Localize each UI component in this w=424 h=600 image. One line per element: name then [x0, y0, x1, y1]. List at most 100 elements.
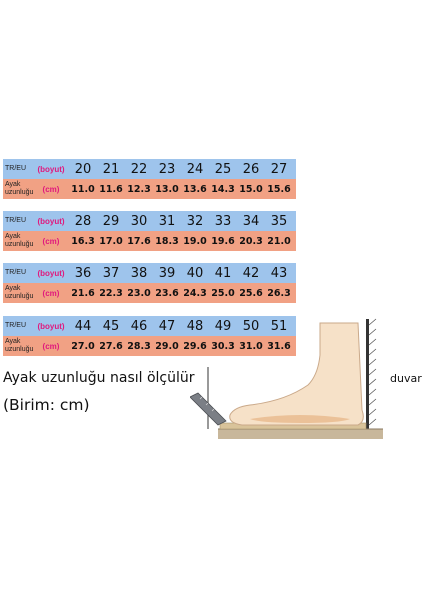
length-cell: 13.0: [155, 183, 179, 195]
length-cell: 19.6: [211, 235, 235, 247]
length-cell: 23.0: [127, 287, 151, 299]
size-cell: 46: [130, 318, 148, 334]
length-cell: 17.0: [99, 235, 123, 247]
size-label: TR/EU: [5, 217, 26, 224]
length-row: Ayak uzunluğu (cm) 11.0 11.6 12.3 13.0 1…: [3, 179, 296, 199]
length-cell: 30.3: [211, 340, 235, 352]
size-cell: 36: [74, 265, 92, 281]
size-cell: 35: [270, 213, 288, 229]
foot: [229, 322, 364, 426]
length-cell: 12.3: [127, 183, 151, 195]
length-cell: 23.6: [155, 287, 179, 299]
measure-heading: Ayak uzunluğu nasıl ölçülür: [3, 370, 195, 386]
length-unit-label: (cm): [42, 236, 60, 246]
size-table-2: TR/EU (boyut) 28 29 30 31 32 33 34 35 Ay…: [3, 211, 296, 251]
length-label: Ayak uzunluğu: [5, 233, 34, 248]
size-cell: 31: [158, 213, 176, 229]
length-unit-label: (cm): [42, 288, 60, 298]
size-cell: 49: [214, 318, 232, 334]
size-cell: 26: [242, 161, 260, 177]
length-cell: 15.0: [239, 183, 263, 195]
length-cell: 13.6: [183, 183, 207, 195]
size-label: TR/EU: [5, 165, 26, 172]
size-cell: 50: [242, 318, 260, 334]
size-cell: 41: [214, 265, 232, 281]
size-cell: 45: [102, 318, 120, 334]
size-row: TR/EU (boyut) 20 21 22 23 24 25 26 27: [3, 159, 296, 179]
size-label: TR/EU: [5, 322, 26, 329]
size-unit-label: (boyut): [37, 216, 65, 226]
size-unit-label: (boyut): [37, 164, 65, 174]
size-cell: 32: [186, 213, 204, 229]
length-cell: 22.3: [99, 287, 123, 299]
size-row: TR/EU (boyut) 44 45 46 47 48 49 50 51: [3, 316, 296, 336]
size-cell: 47: [158, 318, 176, 334]
size-table-1: TR/EU (boyut) 20 21 22 23 24 25 26 27 Ay…: [3, 159, 296, 199]
wall-hatching: [368, 318, 377, 436]
size-table-3: TR/EU (boyut) 36 37 38 39 40 41 42 43 Ay…: [3, 263, 296, 303]
length-cell: 14.3: [211, 183, 235, 195]
size-cell: 48: [186, 318, 204, 334]
length-cell: 16.3: [71, 235, 95, 247]
length-unit-label: (cm): [42, 341, 60, 351]
size-cell: 38: [130, 265, 148, 281]
length-cell: 25.0: [211, 287, 235, 299]
wall-label: duvar: [390, 372, 422, 385]
size-unit-label: (boyut): [37, 321, 65, 331]
length-unit-label: (cm): [42, 184, 60, 194]
length-cell: 21.0: [267, 235, 291, 247]
length-cell: 21.6: [71, 287, 95, 299]
size-cell: 22: [130, 161, 148, 177]
length-row: Ayak uzunluğu (cm) 21.6 22.3 23.0 23.6 2…: [3, 283, 296, 303]
length-cell: 11.0: [71, 183, 95, 195]
length-cell: 29.6: [183, 340, 207, 352]
length-cell: 24.3: [183, 287, 207, 299]
size-cell: 20: [74, 161, 92, 177]
size-cell: 51: [270, 318, 288, 334]
foot-measure-illustration: [190, 318, 383, 439]
size-cell: 29: [102, 213, 120, 229]
length-cell: 28.3: [127, 340, 151, 352]
size-cell: 23: [158, 161, 176, 177]
length-label: Ayak uzunluğu: [5, 181, 34, 196]
length-cell: 26.3: [267, 287, 291, 299]
length-cell: 25.6: [239, 287, 263, 299]
size-cell: 24: [186, 161, 204, 177]
foot-sole-shadow: [250, 415, 350, 423]
floor: [218, 429, 383, 439]
size-cell: 30: [130, 213, 148, 229]
size-cell: 44: [74, 318, 92, 334]
size-cell: 33: [214, 213, 232, 229]
length-cell: 18.3: [155, 235, 179, 247]
length-cell: 27.6: [99, 340, 123, 352]
length-cell: 31.0: [239, 340, 263, 352]
ruler-icon: [190, 392, 227, 426]
length-label: Ayak uzunluğu: [5, 285, 34, 300]
size-table-4: TR/EU (boyut) 44 45 46 47 48 49 50 51 Ay…: [3, 316, 296, 356]
size-cell: 42: [242, 265, 260, 281]
size-cell: 39: [158, 265, 176, 281]
unit-note: (Birim: cm): [3, 396, 90, 414]
length-cell: 31.6: [267, 340, 291, 352]
size-unit-label: (boyut): [37, 268, 65, 278]
length-row: Ayak uzunluğu (cm) 27.0 27.6 28.3 29.0 2…: [3, 336, 296, 356]
size-cell: 40: [186, 265, 204, 281]
length-cell: 15.6: [267, 183, 291, 195]
length-cell: 20.3: [239, 235, 263, 247]
wall: [366, 319, 369, 439]
size-cell: 43: [270, 265, 288, 281]
length-row: Ayak uzunluğu (cm) 16.3 17.0 17.6 18.3 1…: [3, 231, 296, 251]
size-cell: 37: [102, 265, 120, 281]
size-cell: 28: [74, 213, 92, 229]
size-row: TR/EU (boyut) 36 37 38 39 40 41 42 43: [3, 263, 296, 283]
length-cell: 27.0: [71, 340, 95, 352]
length-cell: 29.0: [155, 340, 179, 352]
length-cell: 17.6: [127, 235, 151, 247]
size-row: TR/EU (boyut) 28 29 30 31 32 33 34 35: [3, 211, 296, 231]
size-cell: 21: [102, 161, 120, 177]
size-label: TR/EU: [5, 269, 26, 276]
length-label: Ayak uzunluğu: [5, 338, 34, 353]
length-cell: 19.0: [183, 235, 207, 247]
size-cell: 27: [270, 161, 288, 177]
length-cell: 11.6: [99, 183, 123, 195]
